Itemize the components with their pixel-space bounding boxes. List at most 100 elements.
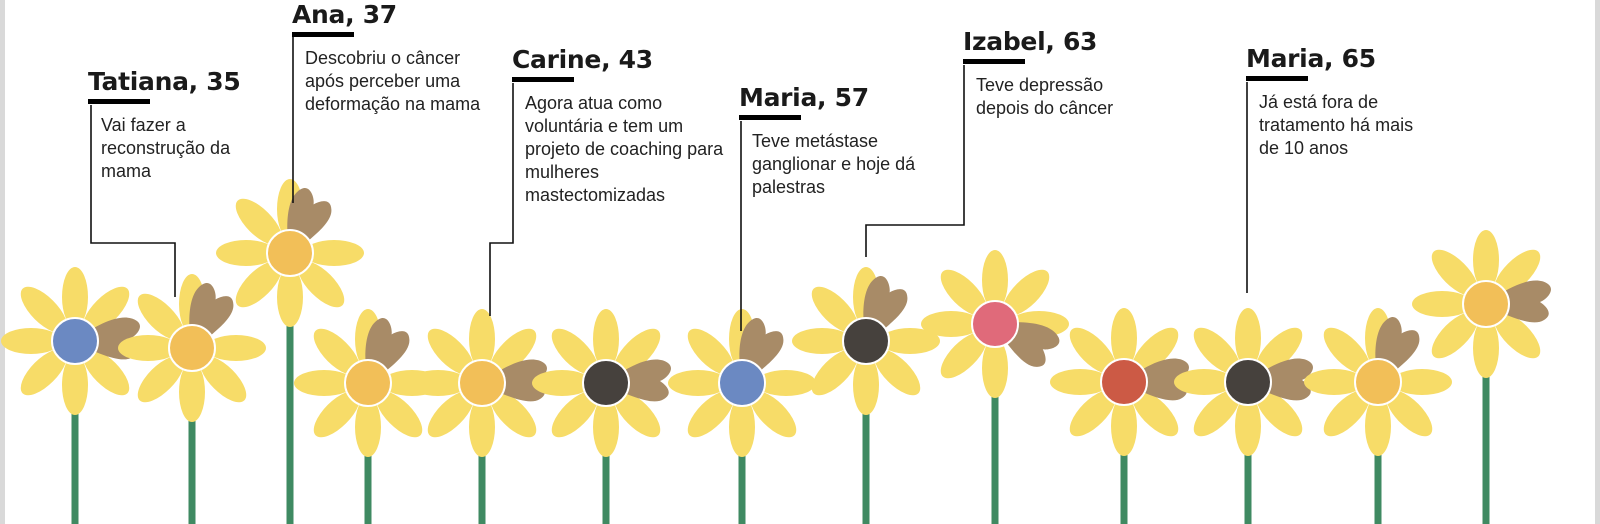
flower-center [842, 317, 890, 365]
yellow-petal [313, 328, 361, 376]
profile-name: Ana, 37 [292, 0, 397, 29]
yellow-petal [853, 355, 879, 415]
yellow-petal [811, 348, 859, 396]
name-underline [963, 59, 1025, 64]
yellow-petal [1111, 308, 1137, 368]
yellow-petal [294, 370, 354, 396]
yellow-petal [20, 348, 68, 396]
flower [1, 267, 140, 415]
yellow-petal [593, 309, 619, 369]
yellow-petal [1323, 389, 1371, 437]
yellow-petal [427, 328, 475, 376]
profile-description: Teve metástase ganglionar e hoje dá pale… [752, 131, 916, 197]
yellow-petal [82, 348, 130, 396]
flower [921, 250, 1069, 398]
connector-line [865, 65, 965, 257]
flower [408, 309, 547, 457]
yellow-petal [593, 397, 619, 457]
flowers [1, 179, 1551, 457]
profile-card-ana: Ana, 37 Descobriu o câncer após perceber… [292, 0, 507, 116]
yellow-petal [375, 390, 423, 438]
yellow-petal [1235, 308, 1261, 368]
profile-name: Izabel, 63 [963, 27, 1098, 56]
yellow-petal [20, 286, 68, 334]
yellow-petal [1431, 311, 1479, 359]
flower [532, 309, 671, 457]
yellow-petal [206, 335, 266, 361]
yellow-petal [179, 362, 205, 422]
yellow-petal [1193, 389, 1241, 437]
flower-center [168, 324, 216, 372]
flower [216, 179, 364, 327]
yellow-petal [1069, 389, 1117, 437]
yellow-petal [551, 390, 599, 438]
yellow-petal [1365, 396, 1391, 456]
yellow-petal [297, 260, 345, 308]
name-underline [1246, 76, 1308, 81]
name-underline [292, 32, 354, 37]
yellow-petal [1323, 327, 1371, 375]
profile-card-carine: Carine, 43 Agora atua como voluntária e … [512, 45, 727, 207]
profile-description: Descobriu o câncer após perceber uma def… [305, 48, 481, 114]
profile-name: Tatiana, 35 [88, 67, 241, 96]
yellow-petal [792, 328, 852, 354]
yellow-petal [1131, 389, 1179, 437]
yellow-petal [62, 355, 88, 415]
flower-center [344, 359, 392, 407]
flower-center [458, 359, 506, 407]
yellow-petal [1473, 230, 1499, 290]
yellow-petal [235, 260, 283, 308]
profile-card-izabel: Izabel, 63 Teve depressão depois do cânc… [963, 27, 1163, 120]
yellow-petal [469, 397, 495, 457]
yellow-petal [668, 370, 728, 396]
flower-center [1100, 358, 1148, 406]
yellow-petal [1255, 389, 1303, 437]
yellow-petal [355, 397, 381, 457]
yellow-petal [982, 338, 1008, 398]
yellow-petal [687, 390, 735, 438]
yellow-petal [749, 390, 797, 438]
flower-stem [862, 341, 870, 524]
yellow-petal [235, 198, 283, 246]
profile-name: Maria, 65 [1246, 44, 1376, 73]
yellow-petal [1255, 327, 1303, 375]
flower-center [718, 359, 766, 407]
yellow-petal [1412, 291, 1472, 317]
yellow-petal [729, 397, 755, 457]
yellow-petal [921, 311, 981, 337]
yellow-petal [1392, 369, 1452, 395]
connector-lines [90, 37, 1248, 331]
yellow-petal [551, 328, 599, 376]
profile-card-tatiana: Tatiana, 35 Vai fazer a reconstrução da … [88, 67, 288, 183]
yellow-petal [427, 390, 475, 438]
flower-center [266, 229, 314, 277]
yellow-petal [873, 348, 921, 396]
yellow-petal [880, 328, 940, 354]
yellow-petal [1193, 327, 1241, 375]
connector-line [90, 105, 176, 297]
yellow-petal [1431, 249, 1479, 297]
name-underline [512, 77, 574, 82]
flower-center [1462, 280, 1510, 328]
flower [294, 309, 442, 457]
yellow-petal [82, 286, 130, 334]
yellow-petal [613, 328, 661, 376]
yellow-petal [756, 370, 816, 396]
yellow-petal [118, 335, 178, 361]
yellow-petal [137, 293, 185, 341]
flower [1050, 308, 1189, 456]
flower-stem [71, 341, 79, 524]
yellow-petal [1069, 327, 1117, 375]
yellow-petal [1002, 269, 1050, 317]
profile-card-maria-57: Maria, 57 Teve metástase ganglionar e ho… [739, 83, 939, 199]
flower [118, 274, 266, 422]
flower [668, 309, 816, 457]
profile-name: Carine, 43 [512, 45, 653, 74]
profile-name: Maria, 57 [739, 83, 869, 112]
yellow-petal [313, 390, 361, 438]
profile-description: Agora atua como voluntária e tem um proj… [525, 93, 724, 205]
yellow-petal [469, 309, 495, 369]
yellow-petal [489, 390, 537, 438]
